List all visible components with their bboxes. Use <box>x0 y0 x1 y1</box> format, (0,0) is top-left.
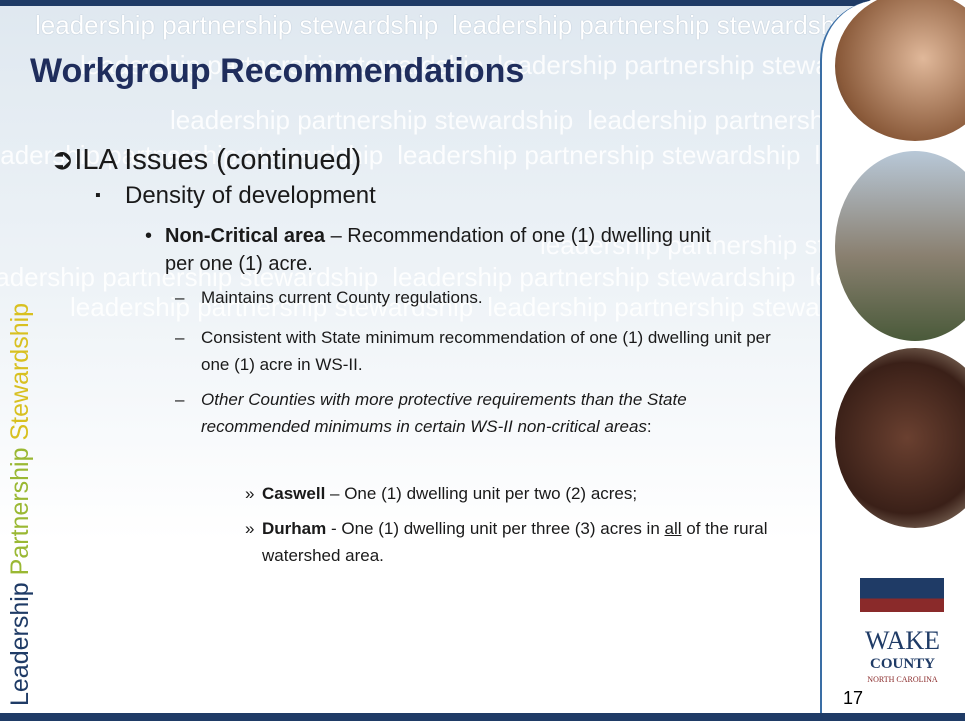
text: ILA Issues (continued) <box>74 144 361 176</box>
marker: ➲ <box>50 144 74 176</box>
bullet-l3: • Non-Critical area – Recommendation of … <box>145 222 745 278</box>
bullet-l4: – Maintains current County regulations. <box>175 285 805 311</box>
underline-text: all <box>665 519 682 538</box>
logo-flag <box>860 578 944 612</box>
text: : <box>647 417 652 436</box>
sidebar-word: Stewardship <box>6 303 34 441</box>
bold-text: Non-Critical area <box>165 225 325 247</box>
watermark-text: leadership partnership stewardship <box>170 105 573 135</box>
marker: – <box>175 324 184 351</box>
marker: – <box>175 386 184 413</box>
bullet-l5: » Durham - One (1) dwelling unit per thr… <box>245 515 805 569</box>
marker: » <box>245 515 254 542</box>
logo-name: WAKE <box>850 628 955 654</box>
bullet-l1: ➲ILA Issues (continued) <box>50 142 361 177</box>
sidebar-text: Leadership Partnership Stewardship <box>6 303 35 706</box>
watermark-text: leadership partnership stewardship <box>452 10 855 40</box>
bullet-l5: » Caswell – One (1) dwelling unit per tw… <box>245 480 805 507</box>
marker: • <box>145 222 152 250</box>
sidebar-word: Leadership <box>6 582 34 706</box>
bullet-l4: – Other Counties with more protective re… <box>175 386 805 440</box>
bold-text: Durham <box>262 519 326 538</box>
top-bar <box>0 0 965 6</box>
text: Maintains current County regulations. <box>201 285 805 311</box>
bullet-l4: – Consistent with State minimum recommen… <box>175 324 805 378</box>
slide: leadership partnership stewardship leader… <box>0 0 965 721</box>
text: – One (1) dwelling unit per two (2) acre… <box>325 484 637 503</box>
logo-state: NORTH CAROLINA <box>850 675 955 684</box>
bold-text: Caswell <box>262 484 325 503</box>
marker: ▪ <box>95 187 101 205</box>
sidebar-word: Partnership <box>6 447 34 575</box>
italic-text: Other Counties with more protective requ… <box>201 390 687 436</box>
bullet-l2: ▪ Density of development <box>95 182 376 210</box>
marker: – <box>175 285 184 311</box>
bottom-bar <box>0 713 965 721</box>
text: Consistent with State minimum recommenda… <box>201 324 781 378</box>
text: - One (1) dwelling unit per three (3) ac… <box>326 519 664 538</box>
watermark-text: leadership partnership stewardship <box>397 140 800 170</box>
logo-sub: COUNTY <box>850 656 955 673</box>
marker: » <box>245 480 254 507</box>
text: Density of development <box>125 182 376 209</box>
watermark-text: leadership partnership stewardship <box>35 10 438 40</box>
slide-title: Workgroup Recommendations <box>30 52 524 91</box>
page-number: 17 <box>843 688 863 709</box>
